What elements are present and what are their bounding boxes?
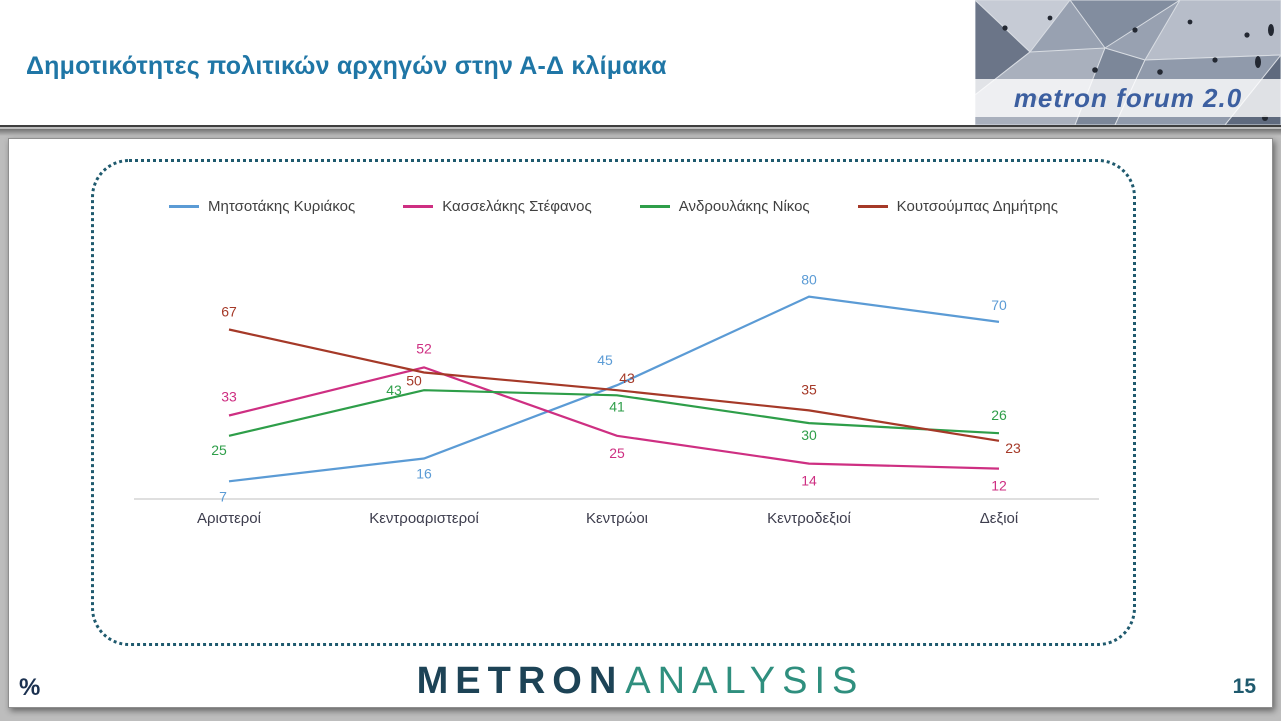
chart-panel: Μητσοτάκης Κυριάκος Κασσελάκης Στέφανος Αν… [91, 159, 1136, 646]
data-label: 43 [619, 370, 635, 386]
data-label: 67 [221, 304, 237, 320]
series-line [228, 295, 1000, 483]
data-label: 26 [991, 407, 1007, 423]
data-label: 70 [991, 297, 1007, 313]
data-label: 35 [801, 381, 817, 397]
brand-analysis: ANALYSIS [625, 660, 865, 702]
series-line [228, 389, 1000, 437]
legend-swatch [403, 205, 434, 208]
data-label: 25 [609, 445, 625, 461]
legend-label: Κασσελάκης Στέφανος [442, 198, 592, 215]
data-label: 30 [801, 427, 817, 443]
legend-label: Μητσοτάκης Κυριάκος [208, 198, 356, 215]
header-shadow [0, 129, 1281, 136]
legend-swatch [639, 205, 670, 208]
series-line [228, 328, 1000, 442]
x-axis-label: Δεξιοί [980, 510, 1019, 527]
x-axis-label: Κεντροδεξιοί [767, 510, 851, 527]
data-label: 43 [386, 382, 402, 398]
data-label: 41 [609, 398, 625, 414]
x-axis-label: Κεντροαριστεροί [369, 510, 479, 527]
forum-logo-text: metron forum 2.0 [975, 79, 1281, 117]
legend-swatch [857, 205, 888, 208]
data-label: 12 [991, 478, 1007, 494]
legend-label: Ανδρουλάκης Νίκος [678, 198, 810, 215]
data-label: 16 [416, 466, 432, 482]
x-axis-label: Κεντρώοι [586, 510, 648, 527]
data-label: 14 [801, 473, 817, 489]
legend-item: Κουτσούμπας Δημήτρης [857, 198, 1058, 215]
page-number: 15 [1232, 675, 1256, 698]
legend-swatch [169, 205, 200, 208]
legend-item: Κασσελάκης Στέφανος [403, 198, 592, 215]
data-label: 23 [1005, 440, 1021, 456]
legend-label: Κουτσούμπας Δημήτρης [896, 198, 1058, 215]
content-card: Μητσοτάκης Κυριάκος Κασσελάκης Στέφανος Αν… [8, 138, 1273, 708]
legend-item: Ανδρουλάκης Νίκος [639, 198, 810, 215]
data-label: 45 [597, 352, 613, 368]
data-label: 7 [219, 488, 227, 504]
legend-item: Μητσοτάκης Κυριάκος [169, 198, 355, 215]
percent-label: % [19, 674, 41, 701]
data-label: 50 [406, 373, 422, 389]
brand-metron: METRON [416, 660, 624, 702]
data-label: 52 [416, 340, 432, 356]
x-axis-label: Αριστεροί [197, 510, 262, 527]
chart-legend: Μητσοτάκης Κυριάκος Κασσελάκης Στέφανος Αν… [94, 198, 1133, 215]
header: Δημοτικότητες πολιτικών αρχηγών στην Α-Δ… [0, 0, 1281, 127]
metron-analysis-logo: METRONANALYSIS [417, 660, 865, 703]
page-title: Δημοτικότητες πολιτικών αρχηγών στην Α-Δ… [26, 52, 667, 80]
line-chart: Αριστεροί Κεντροαριστεροί Κεντρώοι Κεντροδε… [134, 272, 1099, 527]
data-label: 33 [221, 389, 237, 405]
series-line [228, 366, 1000, 470]
data-label: 25 [211, 442, 227, 458]
metron-forum-logo: metron forum 2.0 [975, 0, 1281, 125]
data-label: 80 [801, 272, 817, 288]
